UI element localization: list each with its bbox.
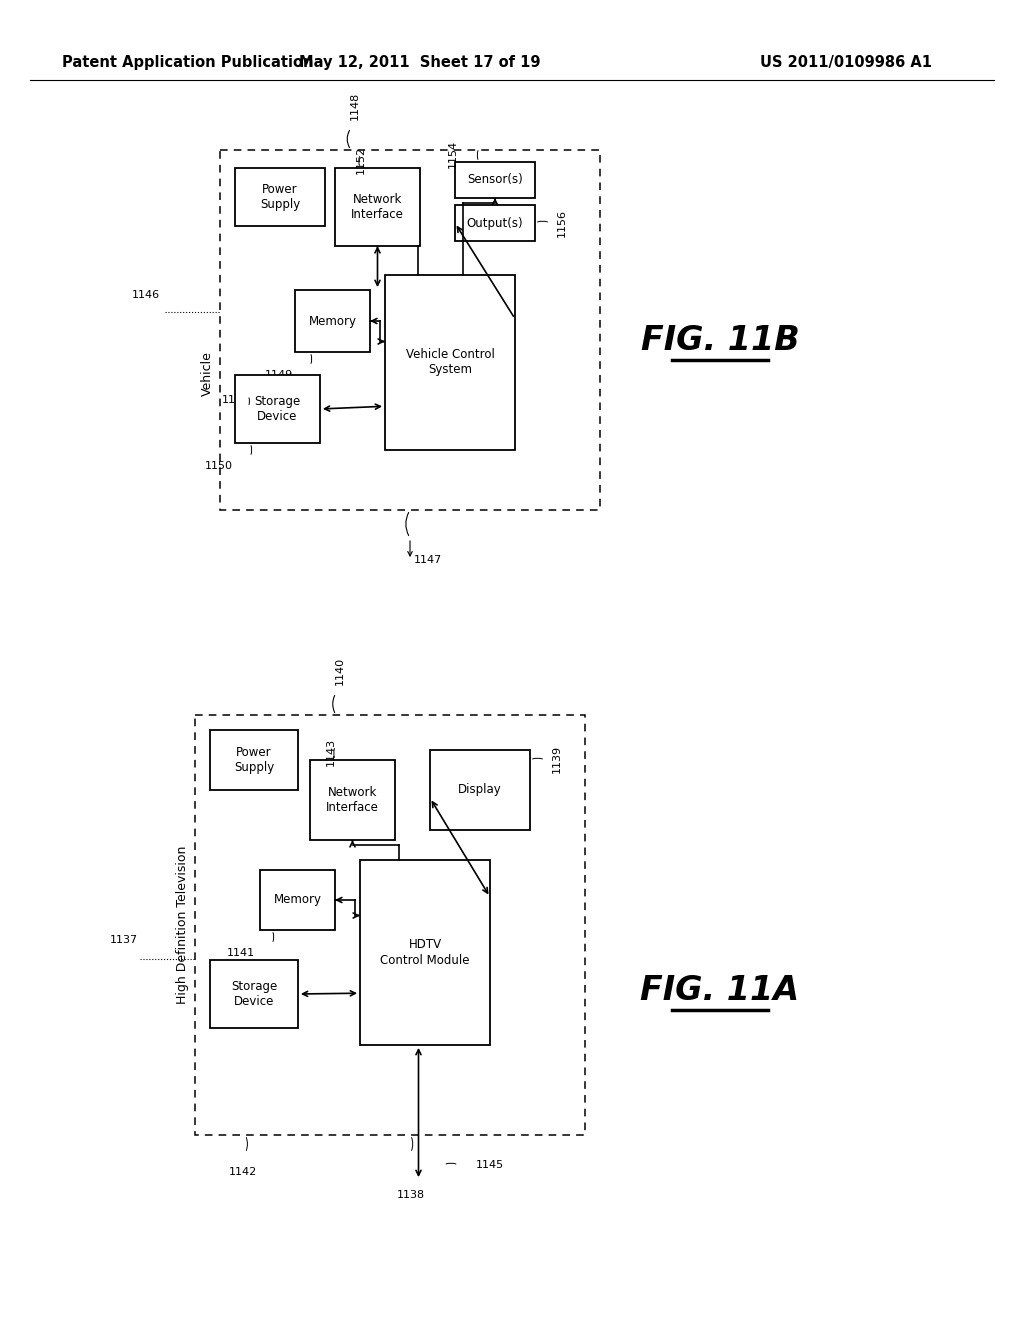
Text: Power
Supply: Power Supply — [260, 183, 300, 211]
Text: 1146: 1146 — [132, 290, 160, 300]
Text: Storage
Device: Storage Device — [254, 395, 301, 422]
Text: 1143: 1143 — [327, 738, 336, 766]
Bar — [360, 861, 490, 1045]
Text: 1150: 1150 — [205, 461, 233, 471]
Text: Output(s): Output(s) — [467, 216, 523, 230]
Text: FIG. 11B: FIG. 11B — [641, 323, 800, 356]
Text: 1142: 1142 — [229, 1167, 257, 1177]
Text: 1152: 1152 — [355, 147, 366, 174]
Text: 1137: 1137 — [110, 935, 138, 945]
Text: Network
Interface: Network Interface — [351, 193, 403, 220]
Text: Display: Display — [458, 784, 502, 796]
Text: US 2011/0109986 A1: US 2011/0109986 A1 — [760, 54, 932, 70]
Bar — [210, 960, 298, 1028]
Bar — [310, 760, 395, 840]
Bar — [260, 870, 335, 931]
Text: Network
Interface: Network Interface — [326, 785, 379, 814]
Text: 1156: 1156 — [557, 209, 567, 238]
Text: HDTV
Control Module: HDTV Control Module — [380, 939, 470, 966]
Text: May 12, 2011  Sheet 17 of 19: May 12, 2011 Sheet 17 of 19 — [299, 54, 541, 70]
Bar — [195, 715, 585, 1135]
Bar — [385, 275, 515, 450]
Bar — [455, 205, 535, 242]
Text: Memory: Memory — [308, 314, 356, 327]
Text: FIG. 11A: FIG. 11A — [640, 974, 800, 1006]
Text: Memory: Memory — [273, 894, 322, 907]
Text: Power
Supply: Power Supply — [233, 746, 274, 774]
Bar — [430, 750, 530, 830]
Text: 1154: 1154 — [449, 140, 458, 168]
Bar — [335, 168, 420, 246]
Bar — [455, 162, 535, 198]
Text: 1139: 1139 — [552, 744, 562, 774]
Text: 1141: 1141 — [227, 948, 255, 958]
Text: 1148: 1148 — [350, 92, 360, 120]
Text: 1138: 1138 — [396, 1191, 425, 1200]
Bar — [220, 150, 600, 510]
Text: Sensor(s): Sensor(s) — [467, 173, 523, 186]
Text: Vehicle: Vehicle — [201, 351, 214, 396]
Text: High Definition Television: High Definition Television — [176, 846, 189, 1005]
Text: 1147: 1147 — [414, 554, 442, 565]
Bar — [234, 375, 319, 444]
Bar — [295, 290, 370, 352]
Bar — [210, 730, 298, 789]
Text: 1149: 1149 — [265, 370, 293, 380]
Text: 1140: 1140 — [335, 657, 345, 685]
Text: 1145: 1145 — [475, 1160, 504, 1170]
Bar — [234, 168, 325, 226]
Text: Vehicle Control
System: Vehicle Control System — [406, 348, 495, 376]
Text: Storage
Device: Storage Device — [230, 979, 278, 1008]
Text: Patent Application Publication: Patent Application Publication — [62, 54, 313, 70]
Text: 1149: 1149 — [222, 395, 250, 405]
